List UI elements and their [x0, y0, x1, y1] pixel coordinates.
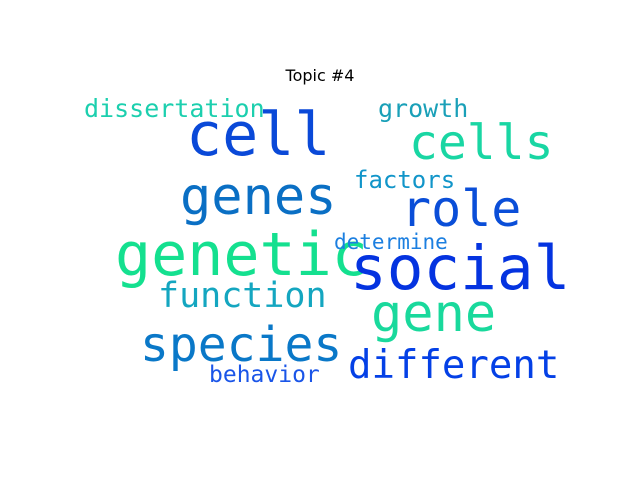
word-cell: cell — [186, 100, 331, 170]
word-function: function — [158, 276, 327, 316]
word-species: species — [140, 317, 343, 373]
word-cells: cells — [409, 115, 554, 171]
word-role: role — [401, 180, 522, 238]
word-growth: growth — [378, 94, 469, 123]
word-genetic: genetic — [115, 220, 368, 290]
word-social: social — [350, 233, 571, 304]
word-gene: gene — [371, 284, 497, 344]
word-genes: genes — [180, 167, 337, 227]
word-behavior: behavior — [209, 362, 320, 388]
word-different: different — [348, 343, 560, 388]
word-factors: factors — [354, 166, 456, 194]
word-dissertation: dissertation — [84, 94, 265, 123]
word-determine: determine — [334, 230, 448, 254]
figure-title: Topic #4 — [285, 66, 355, 85]
